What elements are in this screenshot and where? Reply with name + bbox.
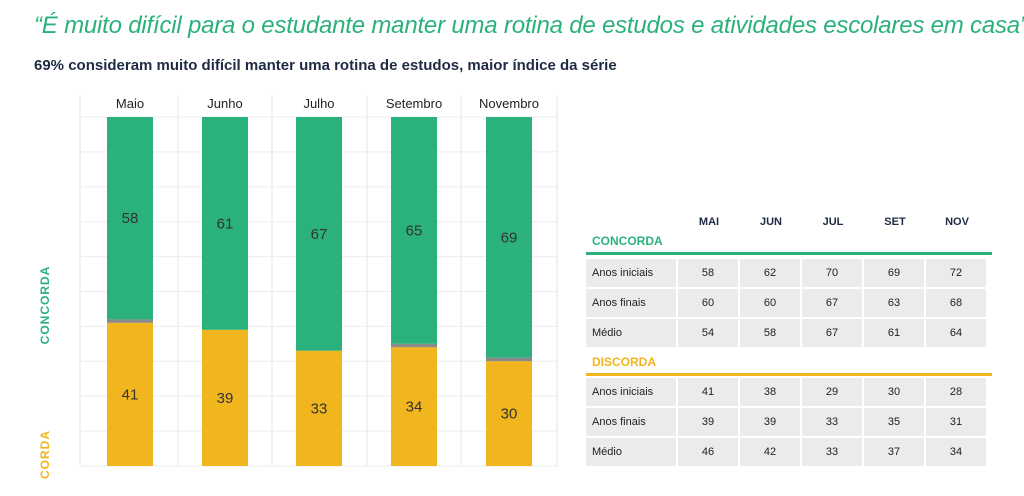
- table-cell: 31: [926, 408, 986, 436]
- bar-value-discorda: 39: [217, 390, 234, 407]
- table-column-header: JUN: [759, 216, 782, 228]
- table-cell: 46: [678, 438, 738, 466]
- table-row-label: Anos finais: [586, 408, 676, 436]
- table-cell: 64: [926, 319, 986, 347]
- table-cell: 60: [678, 289, 738, 317]
- table-row-label: Médio: [586, 319, 676, 347]
- bar-value-discorda: 30: [501, 406, 518, 423]
- table-row-label: Anos iniciais: [586, 378, 676, 406]
- bar-concorda: [202, 117, 248, 330]
- table-cell: 60: [740, 289, 800, 317]
- bar-discorda: [202, 329, 248, 466]
- bar-other: [486, 357, 532, 362]
- table-column-header: NOV: [945, 216, 969, 228]
- table-cell: 68: [926, 289, 986, 317]
- bar-discorda: [107, 322, 153, 466]
- table-cell: 38: [740, 378, 800, 406]
- table-cell: 58: [740, 319, 800, 347]
- table-cell: 69: [864, 259, 924, 287]
- table-cell: 67: [802, 319, 862, 347]
- month-label: Junho: [207, 96, 242, 111]
- table-cell: 37: [864, 438, 924, 466]
- bar-concorda: [296, 117, 342, 351]
- table-cell: 61: [864, 319, 924, 347]
- month-label: Maio: [116, 96, 144, 111]
- concorda-axis-label: CONCORDA: [38, 266, 52, 345]
- table-section-rule: [586, 252, 992, 255]
- table-row: Médio 54 58 67 61 64: [586, 319, 992, 347]
- table-cell: 30: [864, 378, 924, 406]
- discorda-axis-label: DISCORDA: [38, 430, 52, 480]
- table-cell: 70: [802, 259, 862, 287]
- table-row: Anos finais 60 60 67 63 68: [586, 289, 992, 317]
- table-row: Médio 46 42 33 37 34: [586, 438, 992, 466]
- table-row-label: Anos iniciais: [586, 259, 676, 287]
- table-cell: 28: [926, 378, 986, 406]
- table-row-label: Anos finais: [586, 289, 676, 317]
- bar-other: [107, 319, 153, 323]
- bar-discorda: [486, 361, 532, 466]
- table-cell: 39: [740, 408, 800, 436]
- table-column-header: MAI: [698, 216, 720, 228]
- table-cell: 29: [802, 378, 862, 406]
- table-row-label: Médio: [586, 438, 676, 466]
- table-column-header: SET: [884, 216, 906, 228]
- table-cell: 54: [678, 319, 738, 347]
- stacked-bar-chart: Maio Junho Julho Setembro Novembro 58 41 61 39 6…: [38, 95, 558, 480]
- table-column-header: JUL: [822, 216, 844, 228]
- bar-value-discorda: 34: [406, 399, 423, 416]
- chart-subtitle: 69% consideram muito difícil manter uma …: [34, 57, 617, 74]
- table-cell: 41: [678, 378, 738, 406]
- bar-concorda: [486, 117, 532, 358]
- table-cell: 33: [802, 438, 862, 466]
- table-cell: 63: [864, 289, 924, 317]
- bar-value-concorda: 67: [311, 226, 328, 243]
- bar-concorda: [107, 117, 153, 320]
- bar-value-concorda: 69: [501, 229, 518, 246]
- table-cell: 34: [926, 438, 986, 466]
- bar-discorda: [391, 347, 437, 466]
- table-section-rule: [586, 373, 992, 376]
- quote-title: “É muito difícil para o estudante manter…: [34, 12, 1024, 39]
- table-cell: 33: [802, 408, 862, 436]
- table-cell: 62: [740, 259, 800, 287]
- month-label: Novembro: [479, 96, 539, 111]
- bar-value-concorda: 58: [122, 210, 139, 227]
- bar-value-discorda: 33: [311, 400, 328, 417]
- table-section-title: CONCORDA: [592, 234, 663, 248]
- table-row: Anos finais 39 39 33 35 31: [586, 408, 992, 436]
- table-cell: 72: [926, 259, 986, 287]
- month-label: Julho: [303, 96, 334, 111]
- bar-other: [391, 343, 437, 348]
- chart-bars: 58 41 61 39 67 33 65 34 69 30: [107, 117, 532, 466]
- bar-discorda: [296, 350, 342, 466]
- table-section-title: DISCORDA: [592, 355, 657, 369]
- table-cell: 35: [864, 408, 924, 436]
- table-row: Anos iniciais 41 38 29 30 28: [586, 378, 992, 406]
- bar-concorda: [391, 117, 437, 344]
- table-cell: 67: [802, 289, 862, 317]
- table-cell: 39: [678, 408, 738, 436]
- table-cell: 58: [678, 259, 738, 287]
- table-row: Anos iniciais 58 62 70 69 72: [586, 259, 992, 287]
- bar-value-concorda: 65: [406, 222, 423, 239]
- month-labels: Maio Junho Julho Setembro Novembro: [116, 96, 539, 111]
- bar-value-discorda: 41: [122, 386, 139, 403]
- table-cell: 42: [740, 438, 800, 466]
- bar-value-concorda: 61: [217, 215, 234, 232]
- month-label: Setembro: [386, 96, 442, 111]
